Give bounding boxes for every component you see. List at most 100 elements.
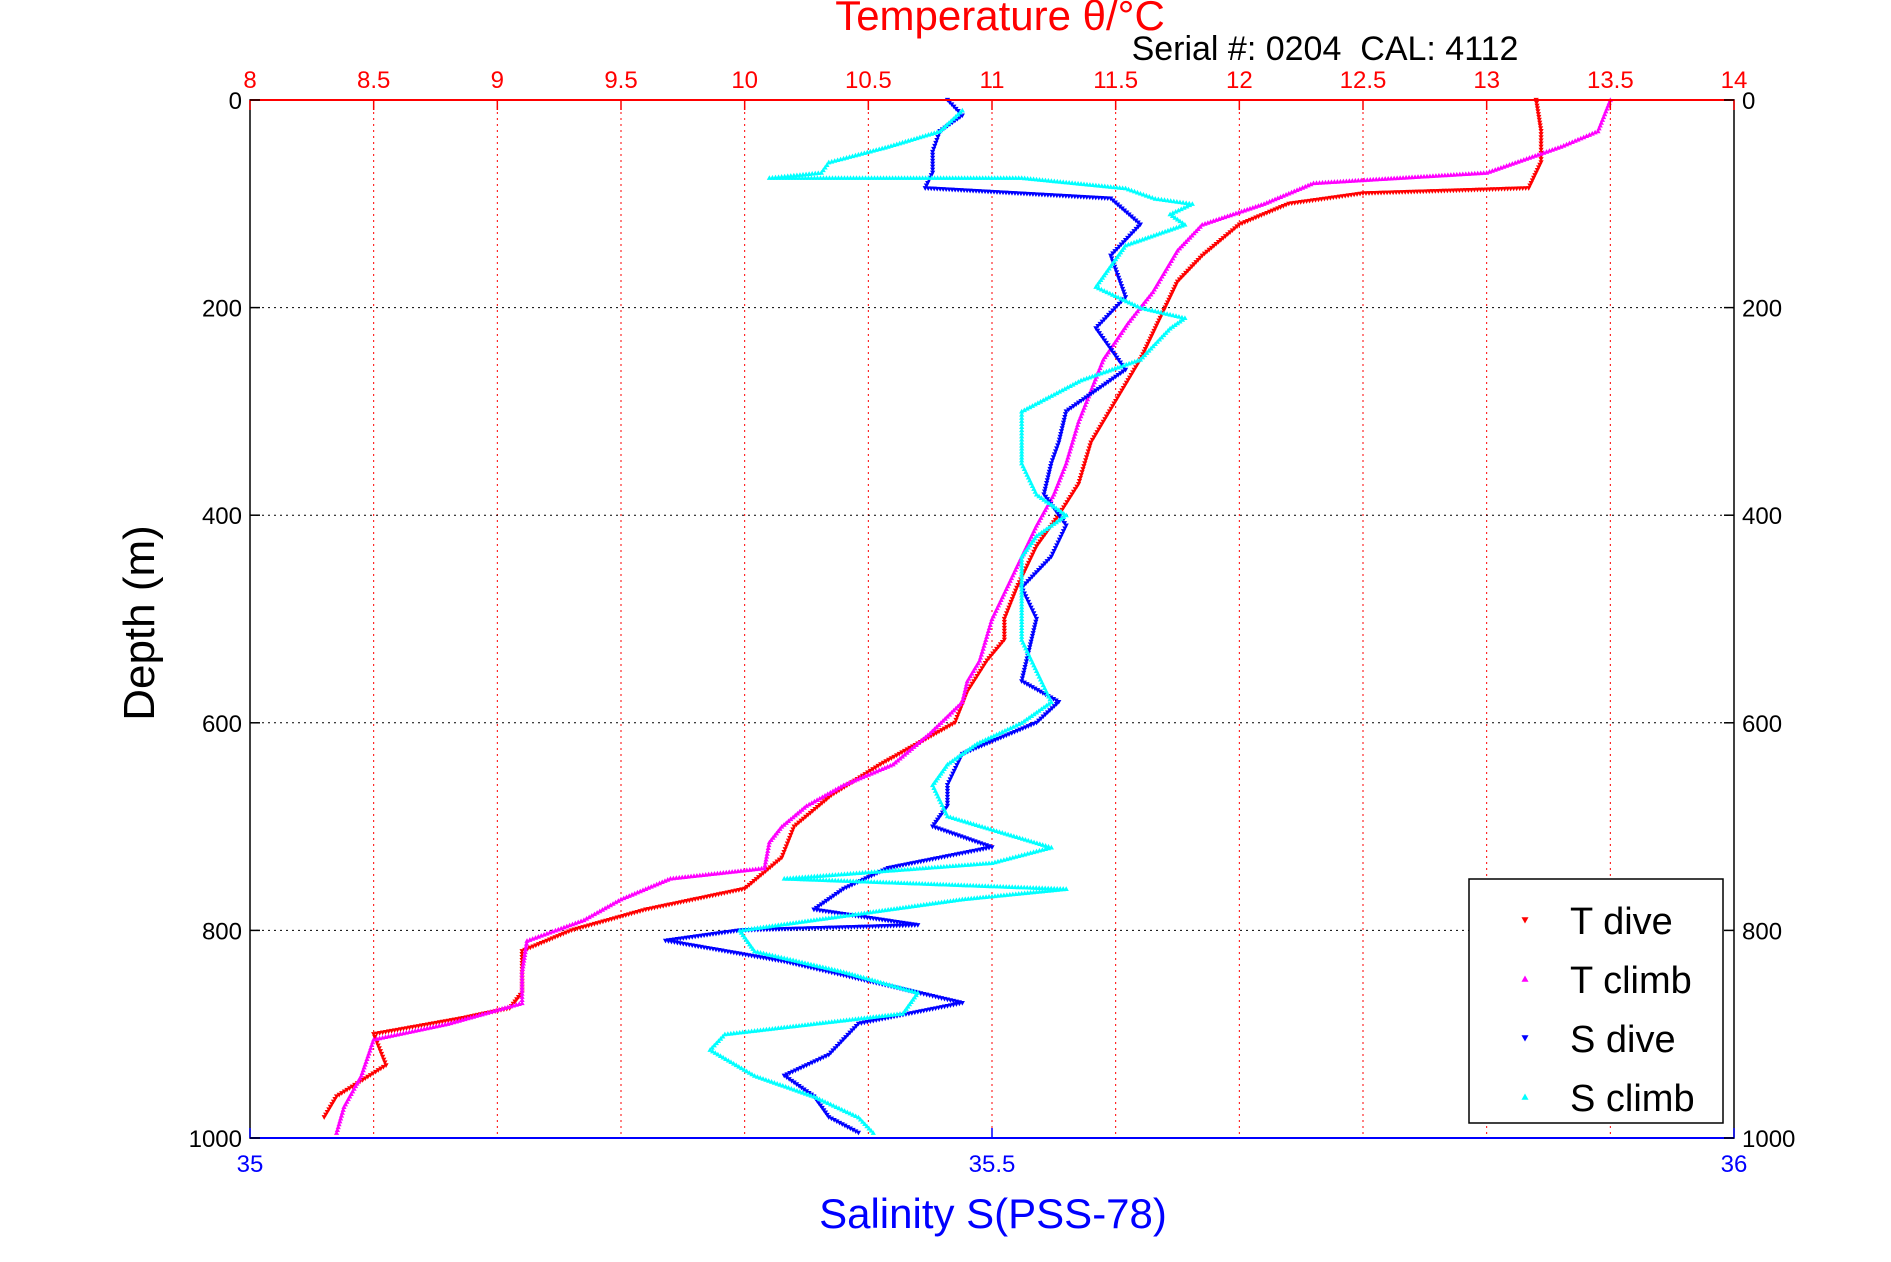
data-point xyxy=(971,679,977,684)
data-point xyxy=(586,914,592,920)
data-point xyxy=(1019,557,1025,562)
data-point xyxy=(1062,526,1068,532)
data-point xyxy=(1029,403,1036,408)
temperature-tick-label: 12 xyxy=(1226,67,1253,94)
data-point xyxy=(932,143,938,149)
data-point xyxy=(1109,366,1115,372)
data-point xyxy=(1162,228,1168,234)
data-point xyxy=(822,1099,828,1104)
data-point xyxy=(1161,308,1167,313)
data-point xyxy=(1030,631,1036,636)
data-point xyxy=(830,788,836,794)
data-point xyxy=(884,764,891,769)
data-point xyxy=(895,757,901,763)
data-point xyxy=(1541,150,1547,155)
data-point xyxy=(991,827,997,833)
data-point xyxy=(1048,844,1054,850)
data-point xyxy=(1041,528,1047,533)
data-point xyxy=(1031,625,1038,631)
data-point xyxy=(502,1005,508,1010)
data-point xyxy=(1122,185,1129,191)
data-point xyxy=(998,857,1004,863)
data-point xyxy=(1056,517,1062,523)
data-point xyxy=(1046,524,1052,530)
data-point xyxy=(1533,100,1540,106)
data-point xyxy=(1021,407,1027,413)
data-point xyxy=(378,1066,384,1072)
data-point xyxy=(1038,706,1045,712)
data-point xyxy=(583,915,590,921)
data-point xyxy=(984,658,990,664)
data-point xyxy=(1009,597,1015,602)
data-point xyxy=(985,825,991,831)
data-point xyxy=(814,963,820,968)
data-point xyxy=(1016,853,1022,859)
data-point xyxy=(954,754,960,760)
data-point xyxy=(1109,292,1116,297)
data-point xyxy=(1504,163,1510,168)
data-point xyxy=(519,975,525,981)
data-point xyxy=(811,962,817,968)
data-point xyxy=(1104,289,1110,295)
data-point xyxy=(826,965,832,971)
data-point xyxy=(1059,426,1065,431)
data-point xyxy=(1019,563,1025,568)
data-point xyxy=(1115,358,1122,363)
data-point xyxy=(754,1074,760,1079)
data-point xyxy=(1179,317,1186,322)
data-point xyxy=(1042,532,1048,537)
data-point xyxy=(931,146,937,152)
data-point xyxy=(1048,464,1054,469)
data-point xyxy=(1042,843,1049,848)
data-point xyxy=(1074,425,1080,430)
data-point xyxy=(953,705,959,711)
data-point xyxy=(864,1123,870,1129)
data-point xyxy=(519,981,525,987)
data-point xyxy=(629,892,635,897)
data-point xyxy=(1051,391,1057,397)
data-point xyxy=(838,156,844,162)
data-point xyxy=(1040,534,1046,540)
data-point xyxy=(1037,398,1044,404)
data-point xyxy=(969,681,975,687)
data-point xyxy=(1002,614,1009,619)
data-point xyxy=(377,1049,384,1054)
data-point xyxy=(1067,448,1073,454)
data-point xyxy=(819,794,825,800)
data-point xyxy=(896,751,902,757)
data-point xyxy=(1174,199,1180,204)
data-point xyxy=(762,859,769,865)
data-point xyxy=(812,1059,818,1065)
temperature-tick-label: 13.5 xyxy=(1587,67,1634,94)
data-point xyxy=(1238,208,1245,214)
data-point xyxy=(1056,440,1062,446)
data-point xyxy=(1073,402,1079,408)
data-point xyxy=(860,774,866,780)
data-point xyxy=(1291,188,1297,194)
data-point xyxy=(406,1029,412,1034)
data-point xyxy=(789,1078,795,1084)
data-point xyxy=(490,1008,497,1014)
data-point xyxy=(882,144,888,150)
data-point xyxy=(1029,633,1036,639)
data-point xyxy=(1498,165,1504,170)
data-point xyxy=(1044,497,1050,502)
data-point xyxy=(1083,458,1089,463)
data-point xyxy=(519,969,525,974)
data-point xyxy=(462,1016,468,1022)
data-point xyxy=(955,703,961,709)
data-point xyxy=(1001,857,1007,862)
data-point xyxy=(1005,726,1011,732)
data-point xyxy=(1244,206,1250,212)
data-point xyxy=(1109,256,1115,262)
data-point xyxy=(868,770,874,776)
data-point xyxy=(1024,563,1030,569)
data-point xyxy=(381,1057,387,1063)
data-point xyxy=(339,1110,345,1115)
data-point xyxy=(1572,138,1578,143)
data-point xyxy=(1538,151,1544,156)
data-point xyxy=(855,973,861,978)
data-point xyxy=(911,136,917,142)
data-point xyxy=(713,1040,719,1046)
data-point xyxy=(953,717,959,723)
